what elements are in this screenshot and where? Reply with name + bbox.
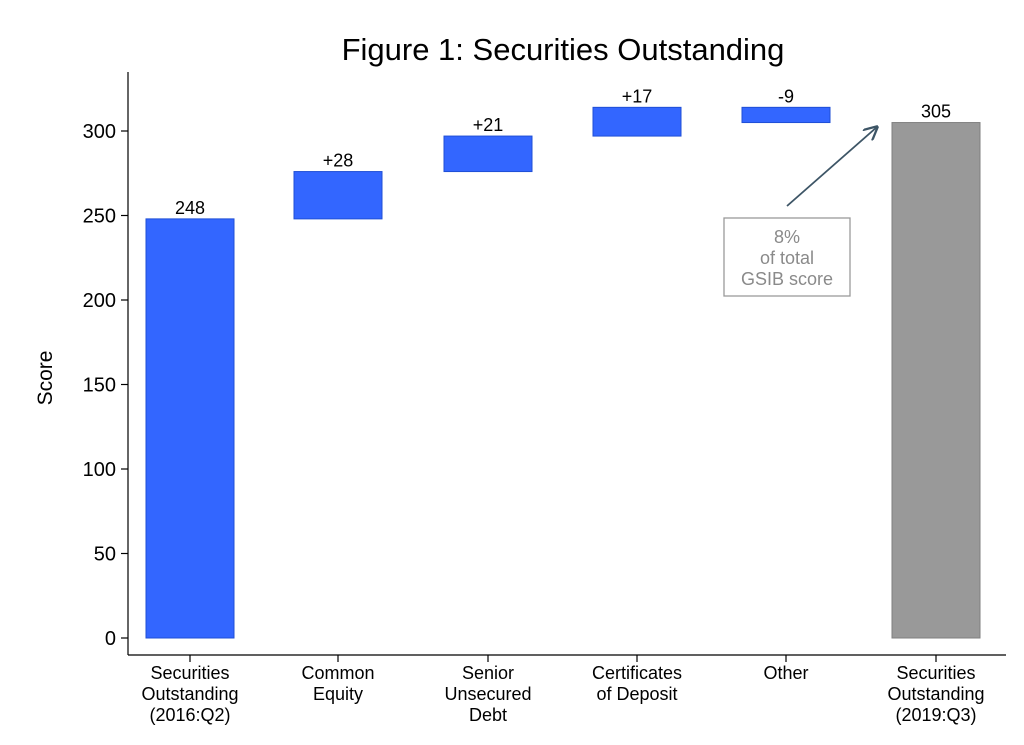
y-tick-label: 150 bbox=[83, 375, 116, 397]
category-label-5: Outstanding bbox=[887, 684, 984, 704]
y-tick-label: 200 bbox=[83, 290, 116, 312]
category-label-2: Debt bbox=[469, 705, 507, 725]
category-label-5: Securities bbox=[896, 663, 975, 683]
category-label-0: (2016:Q2) bbox=[149, 705, 230, 725]
bar-2 bbox=[443, 135, 533, 173]
category-label-0: Outstanding bbox=[141, 684, 238, 704]
y-tick-label: 50 bbox=[94, 544, 116, 566]
category-label-0: Securities bbox=[150, 663, 229, 683]
category-label-2: Senior bbox=[462, 663, 514, 683]
y-ticks: 0 50 100 150 200 250 300 bbox=[83, 121, 128, 650]
y-tick-label: 250 bbox=[83, 206, 116, 228]
bar-0 bbox=[145, 218, 235, 639]
bar-4 bbox=[741, 106, 831, 124]
bar-value-label-2: +21 bbox=[473, 115, 504, 135]
category-label-2: Unsecured bbox=[444, 684, 531, 704]
bar-5 bbox=[891, 122, 981, 639]
chart-title: Figure 1: Securities Outstanding bbox=[342, 32, 785, 67]
data-labels: 248 +28 +21 +17 -9 305 bbox=[175, 86, 951, 218]
category-label-1: Common bbox=[301, 663, 374, 683]
category-label-1: Equity bbox=[313, 684, 363, 704]
bar-1 bbox=[293, 171, 383, 220]
bar-value-label-4: -9 bbox=[778, 86, 794, 106]
annotation-text: GSIB score bbox=[741, 269, 833, 289]
annotation-text: 8% bbox=[774, 227, 800, 247]
category-label-3: Certificates bbox=[592, 663, 682, 683]
bar-value-label-3: +17 bbox=[622, 86, 653, 106]
category-labels: SecuritiesOutstanding(2016:Q2)CommonEqui… bbox=[141, 655, 985, 725]
category-label-4: Other bbox=[763, 663, 808, 683]
category-label-3: of Deposit bbox=[596, 684, 677, 704]
annotation-arrow bbox=[786, 127, 877, 207]
annotation-text: of total bbox=[760, 248, 814, 268]
y-tick-label: 300 bbox=[83, 121, 116, 143]
bars bbox=[145, 106, 981, 639]
category-label-5: (2019:Q3) bbox=[895, 705, 976, 725]
bar-value-label-5: 305 bbox=[921, 102, 951, 122]
bar-value-label-0: 248 bbox=[175, 198, 205, 218]
y-tick-label: 100 bbox=[83, 459, 116, 481]
bar-value-label-1: +28 bbox=[323, 151, 354, 171]
annotation-box bbox=[723, 217, 851, 297]
bar-3 bbox=[592, 106, 682, 137]
y-tick-label: 0 bbox=[105, 628, 116, 650]
y-axis-label: Score bbox=[34, 351, 57, 406]
